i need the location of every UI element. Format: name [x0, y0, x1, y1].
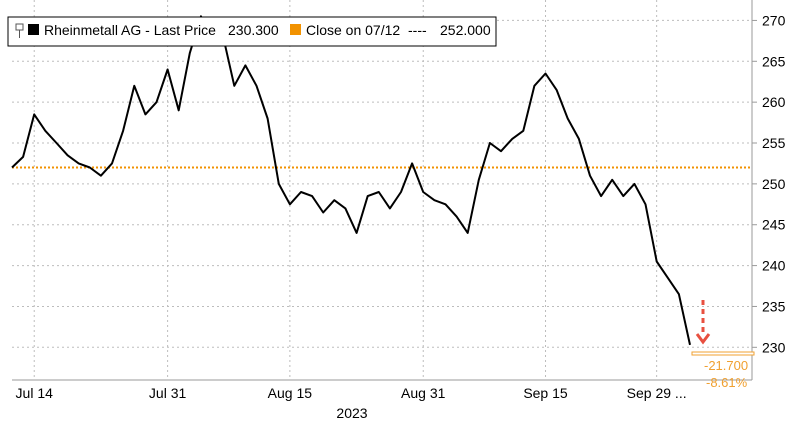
- y-tick-label: 265: [762, 53, 786, 69]
- change-arrow-head: [695, 333, 711, 345]
- y-tick-label: 240: [762, 258, 786, 274]
- y-tick-label: 235: [762, 298, 786, 314]
- legend-reference-label: Close on 07/12: [306, 22, 400, 38]
- y-tick-label: 260: [762, 94, 786, 110]
- last-price-marker: [691, 351, 755, 356]
- legend-pin-icon: [15, 23, 24, 38]
- y-tick-label: 270: [762, 12, 786, 28]
- x-axis-year-label: 2023: [336, 405, 367, 421]
- change-absolute: -21.700: [704, 358, 748, 373]
- legend-reference-swatch: [290, 24, 301, 35]
- y-tick-label: 245: [762, 217, 786, 233]
- x-tick-label: Jul 14: [16, 385, 54, 401]
- y-tick-labels: 230 235 240 245 250 255 260 265 270: [752, 12, 786, 355]
- legend-series-label: Rheinmetall AG - Last Price: [44, 22, 216, 38]
- y-tick-label: 230: [762, 339, 786, 355]
- x-tick-labels: Jul 14 Jul 31 Aug 15 Aug 31 Sep 15 Sep 29 ...: [16, 385, 687, 401]
- legend-reference-dashes: ----: [408, 22, 427, 38]
- gridlines: [12, 0, 752, 380]
- x-tick-label: Sep 15: [523, 385, 568, 401]
- legend-series-value: 230.300: [228, 22, 279, 38]
- y-tick-label: 250: [762, 176, 786, 192]
- change-annotation: -21.700 -8.61%: [691, 300, 755, 390]
- x-tick-label: Jul 31: [149, 385, 187, 401]
- change-percent: -8.61%: [706, 375, 748, 390]
- x-tick-label: Aug 15: [268, 385, 313, 401]
- legend-box: [7, 16, 497, 47]
- y-tick-label: 255: [762, 135, 786, 151]
- legend-series-swatch: [28, 24, 39, 35]
- x-tick-label: Sep 29 ...: [627, 385, 687, 401]
- x-tick-label: Aug 31: [401, 385, 446, 401]
- legend: Rheinmetall AG - Last Price 230.300 Clos…: [7, 16, 497, 47]
- price-series-line: [11, 15, 691, 346]
- legend-reference-value: 252.000: [440, 22, 491, 38]
